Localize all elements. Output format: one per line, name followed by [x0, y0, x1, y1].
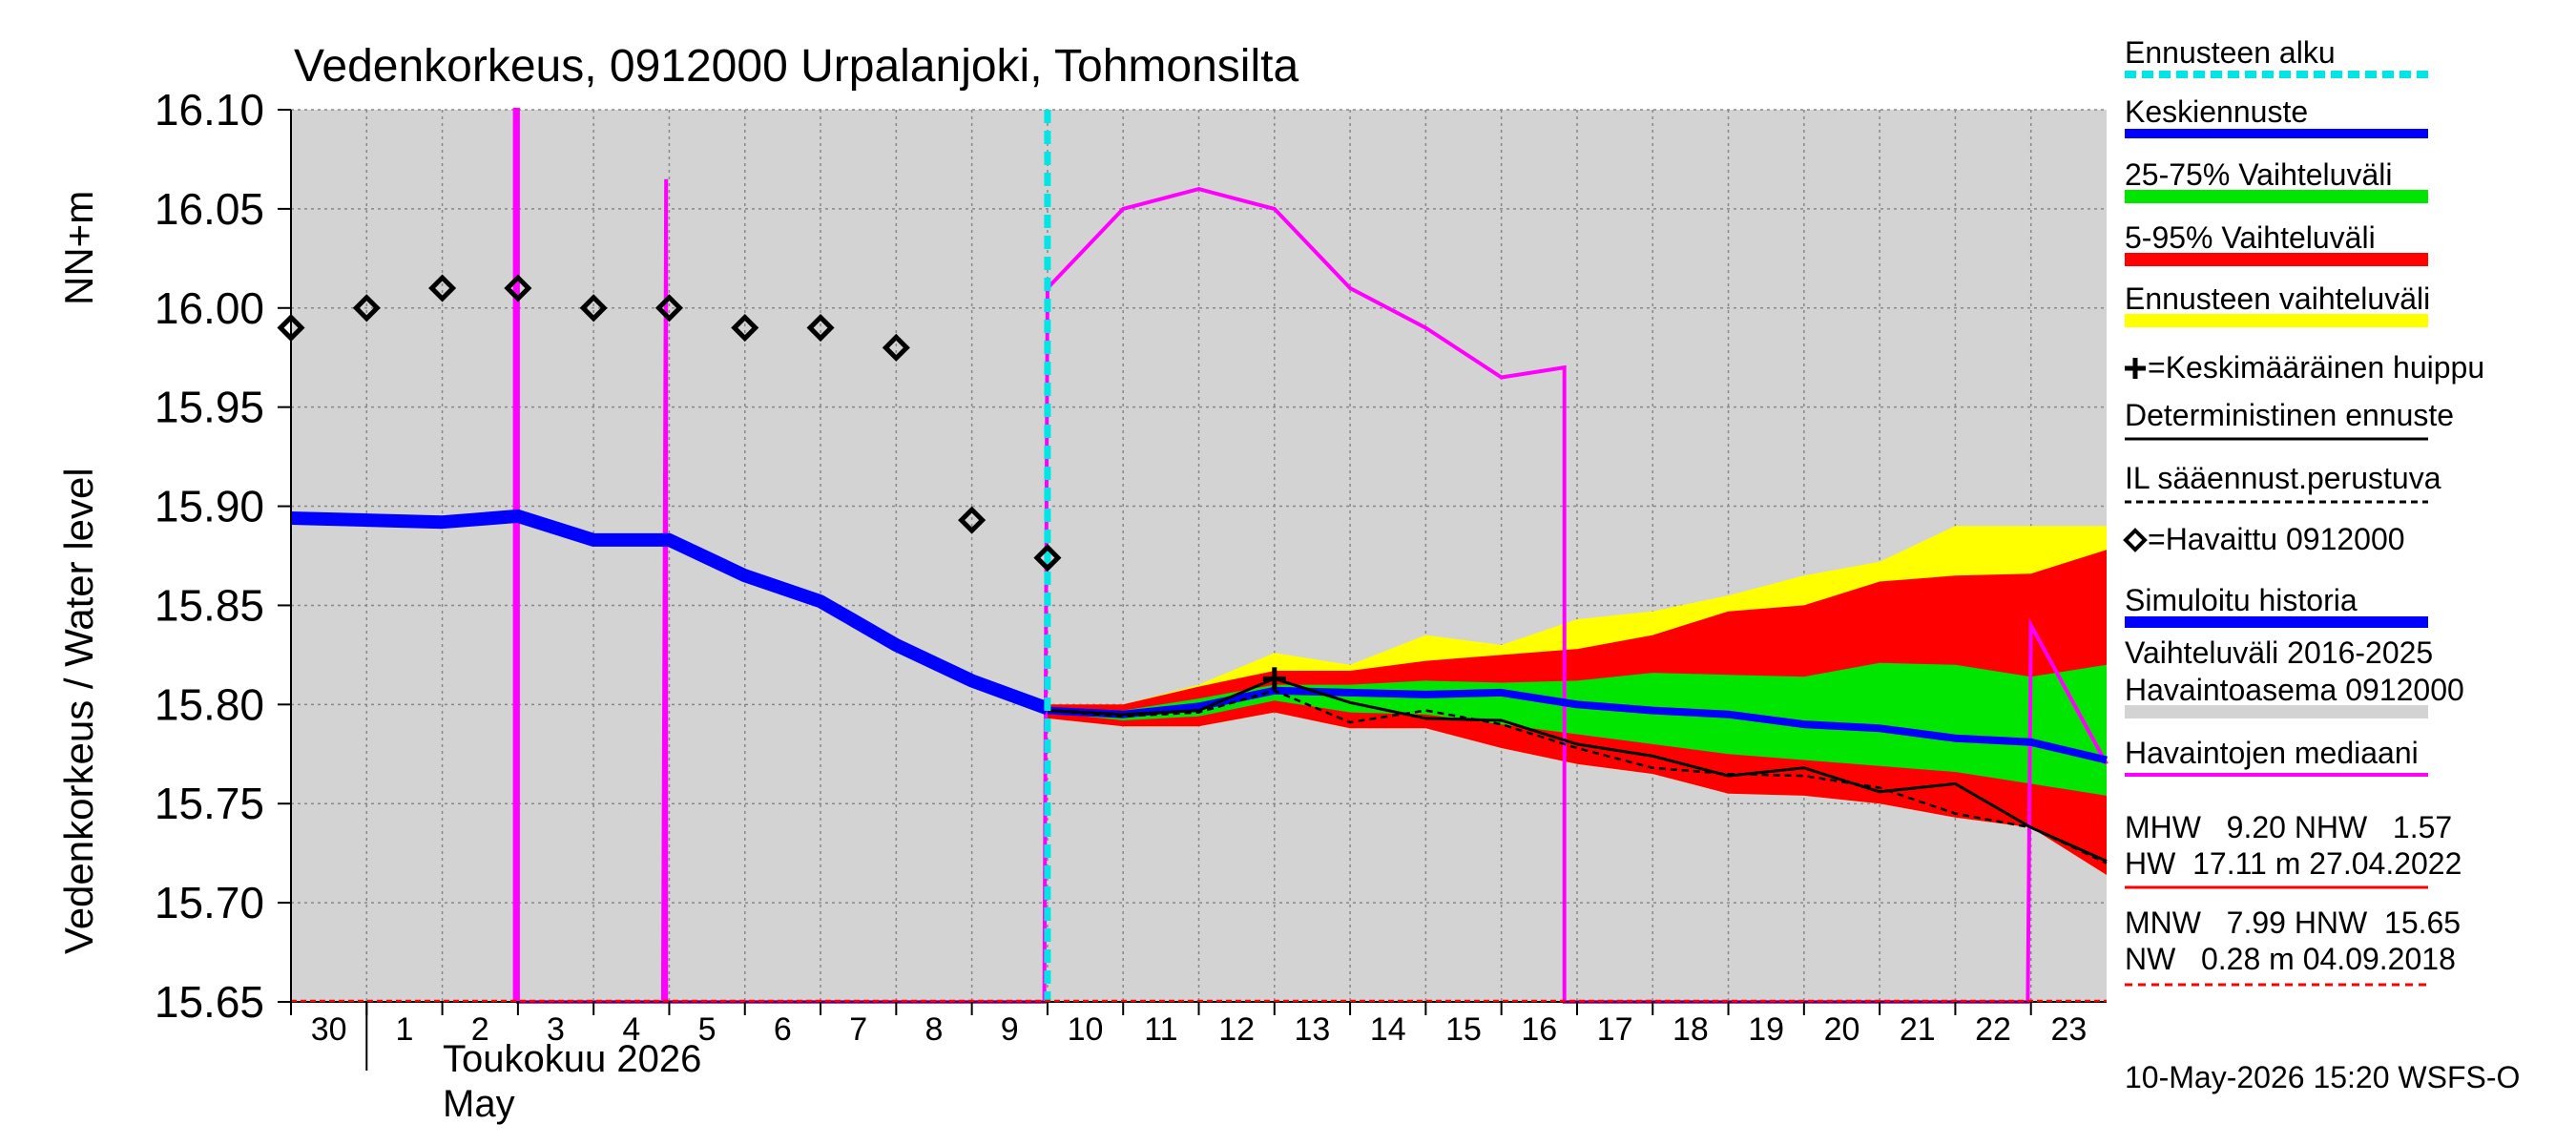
legend-label: =Keskimääräinen huippu — [2148, 350, 2484, 385]
observation-marker — [806, 314, 835, 343]
x-tick-label: 19 — [1748, 1011, 1784, 1048]
legend: Ennusteen alku Keskiennuste 25-75% Vaihtel… — [2123, 35, 2484, 777]
legend-label: 25-75% Vaihteluväli — [2125, 157, 2392, 192]
x-tick-label: 14 — [1370, 1011, 1406, 1048]
legend-label: 5-95% Vaihteluväli — [2125, 220, 2376, 255]
legend-item: =Havaittu 0912000 — [2123, 522, 2405, 556]
x-tick-label: 2 — [471, 1011, 489, 1048]
legend-item: 25-75% Vaihteluväli — [2125, 157, 2428, 203]
legend-label: Havaintojen mediaani — [2125, 736, 2419, 770]
observation-marker — [504, 274, 532, 302]
marker-layer — [277, 274, 1286, 691]
observation-marker — [882, 333, 910, 362]
x-tick-label: 30 — [311, 1011, 347, 1048]
legend-item: Ennusteen vaihteluväli — [2125, 281, 2430, 327]
y-tick-label: 16.10 — [155, 85, 264, 135]
legend-item: Keskiennuste — [2125, 94, 2428, 138]
y-axis-label: Vedenkorkeus / Water level — [56, 468, 101, 954]
observation-marker — [352, 294, 381, 323]
chart-title: Vedenkorkeus, 0912000 Urpalanjoki, Tohmo… — [294, 41, 1298, 92]
legend-label: Deterministinen ennuste — [2125, 398, 2454, 432]
x-tick-label: 13 — [1295, 1011, 1331, 1048]
observation-marker — [428, 274, 457, 302]
x-tick-label: 17 — [1597, 1011, 1633, 1048]
legend-label: Ennusteen vaihteluväli — [2125, 281, 2430, 316]
x-tick-label: 5 — [698, 1011, 717, 1048]
x-tick-label: 15 — [1445, 1011, 1482, 1048]
legend-item: Deterministinen ennuste — [2125, 398, 2454, 441]
x-tick-label: 22 — [1975, 1011, 2011, 1048]
legend-label: =Havaittu 0912000 — [2148, 522, 2405, 556]
x-tick-label: 18 — [1672, 1011, 1709, 1048]
legend-item: Vaihteluväli 2016-2025 — [2125, 635, 2433, 670]
series-layer — [290, 108, 2109, 1004]
legend-label: Keskiennuste — [2125, 94, 2308, 129]
y-tick-label: 16.05 — [155, 184, 264, 234]
x-tick-label: 9 — [1001, 1011, 1019, 1048]
x-tick-label: 7 — [849, 1011, 867, 1048]
legend-item: Simuloitu historia — [2125, 583, 2428, 628]
x-tick-label: 20 — [1824, 1011, 1860, 1048]
y-tick-label: 15.90 — [155, 482, 264, 531]
stats-line-1: MHW 9.20 NHW 1.57 — [2125, 810, 2452, 844]
stats-line-3: MNW 7.99 HNW 15.65 — [2125, 906, 2461, 940]
y-tick-label: 15.65 — [155, 977, 264, 1027]
x-tick-label: 11 — [1144, 1011, 1177, 1048]
y-axis-unit: NN+m — [56, 191, 101, 305]
timestamp: 10-May-2026 15:20 WSFS-O — [2125, 1060, 2520, 1094]
band-25-75 — [1047, 662, 2107, 796]
x-tick-label: 3 — [547, 1011, 565, 1048]
legend-diamond-icon — [2123, 528, 2148, 552]
x-tick-label: 12 — [1218, 1011, 1255, 1048]
observation-marker — [1033, 544, 1062, 572]
y-tick-label: 15.95 — [155, 383, 264, 432]
month-label-en: May — [443, 1083, 515, 1125]
observation-marker — [731, 314, 759, 343]
legend-item: =Keskimääräinen huippu — [2125, 350, 2484, 385]
legend-item: Havaintojen mediaani — [2125, 736, 2428, 777]
x-tick-label: 1 — [395, 1011, 413, 1048]
observation-marker — [958, 506, 987, 534]
legend-label: Ennusteen alku — [2125, 35, 2336, 70]
forecast-bands — [1047, 526, 2107, 875]
legend-label: Vaihteluväli 2016-2025 — [2125, 635, 2433, 670]
x-tick-label: 6 — [774, 1011, 792, 1048]
deterministic-line — [1047, 677, 2108, 863]
x-tick-label: 16 — [1521, 1011, 1557, 1048]
x-tick-label: 23 — [2050, 1011, 2087, 1048]
legend-label: Simuloitu historia — [2125, 583, 2358, 617]
x-tick-label: 10 — [1068, 1011, 1104, 1048]
il-forecast-line — [1047, 689, 2108, 864]
observation-marker — [654, 294, 683, 323]
y-tick-label: 15.80 — [155, 679, 264, 729]
stats-line-4: NW 0.28 m 04.09.2018 — [2125, 942, 2456, 976]
stats-line-2: HW 17.11 m 27.04.2022 — [2125, 846, 2462, 881]
observation-marker — [579, 294, 608, 323]
axes: 16.10 16.05 16.00 15.95 15.90 15.85 15.80 15.75… — [155, 85, 2107, 1071]
legend-item: IL sääennust.perustuva — [2125, 461, 2441, 504]
y-tick-label: 16.00 — [155, 283, 264, 333]
y-tick-label: 15.85 — [155, 580, 264, 630]
legend-item: Havaintoasema 0912000 — [2125, 673, 2464, 718]
x-tick-label: 21 — [1900, 1011, 1936, 1048]
x-tick-label: 4 — [622, 1011, 640, 1048]
y-tick-label: 15.70 — [155, 878, 264, 927]
y-tick-label: 15.75 — [155, 779, 264, 828]
legend-item: 5-95% Vaihteluväli — [2125, 220, 2428, 266]
legend-label: IL sääennust.perustuva — [2125, 461, 2441, 495]
x-tick-label: 8 — [925, 1011, 944, 1048]
mean-peak-marker — [1262, 667, 1286, 691]
month-label-fi: Toukokuu 2026 — [443, 1038, 701, 1080]
legend-label: Havaintoasema 0912000 — [2125, 673, 2464, 707]
simulated-history-line — [290, 509, 1050, 716]
legend-item: Ennusteen alku — [2125, 35, 2428, 78]
